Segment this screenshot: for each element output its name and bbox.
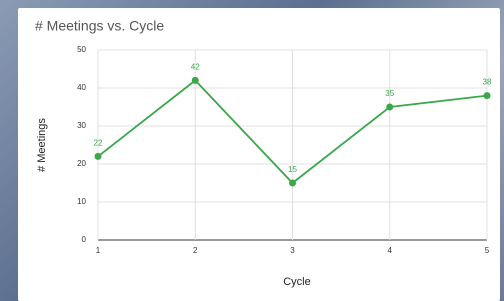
- chart: # Meetings vs. Cycle Cycle # Meetings 01…: [0, 0, 504, 301]
- data-point: [484, 92, 491, 99]
- y-tick-label: 20: [77, 159, 86, 168]
- y-tick-label: 10: [77, 197, 86, 206]
- data-label: 22: [94, 139, 103, 148]
- chart-card: [18, 8, 500, 301]
- x-tick-label: 4: [388, 246, 393, 255]
- y-tick-label: 0: [82, 235, 87, 244]
- y-tick-label: 30: [77, 121, 86, 130]
- data-point: [95, 153, 102, 160]
- x-tick-label: 1: [96, 246, 101, 255]
- data-point: [192, 77, 199, 84]
- x-axis-label: Cycle: [283, 276, 311, 288]
- y-tick-label: 40: [77, 83, 86, 92]
- y-axis-label: # Meetings: [36, 118, 48, 172]
- data-label: 15: [288, 165, 297, 174]
- y-tick-label: 50: [77, 45, 86, 54]
- data-label: 35: [385, 89, 394, 98]
- chart-title: # Meetings vs. Cycle: [35, 18, 164, 34]
- x-tick-label: 3: [290, 246, 295, 255]
- x-tick-label: 2: [193, 246, 198, 255]
- data-label: 38: [483, 78, 492, 87]
- data-label: 42: [191, 63, 200, 72]
- x-tick-label: 5: [485, 246, 490, 255]
- page: # Meetings vs. Cycle Cycle # Meetings 01…: [0, 0, 504, 301]
- data-point: [289, 180, 296, 187]
- data-point: [386, 104, 393, 111]
